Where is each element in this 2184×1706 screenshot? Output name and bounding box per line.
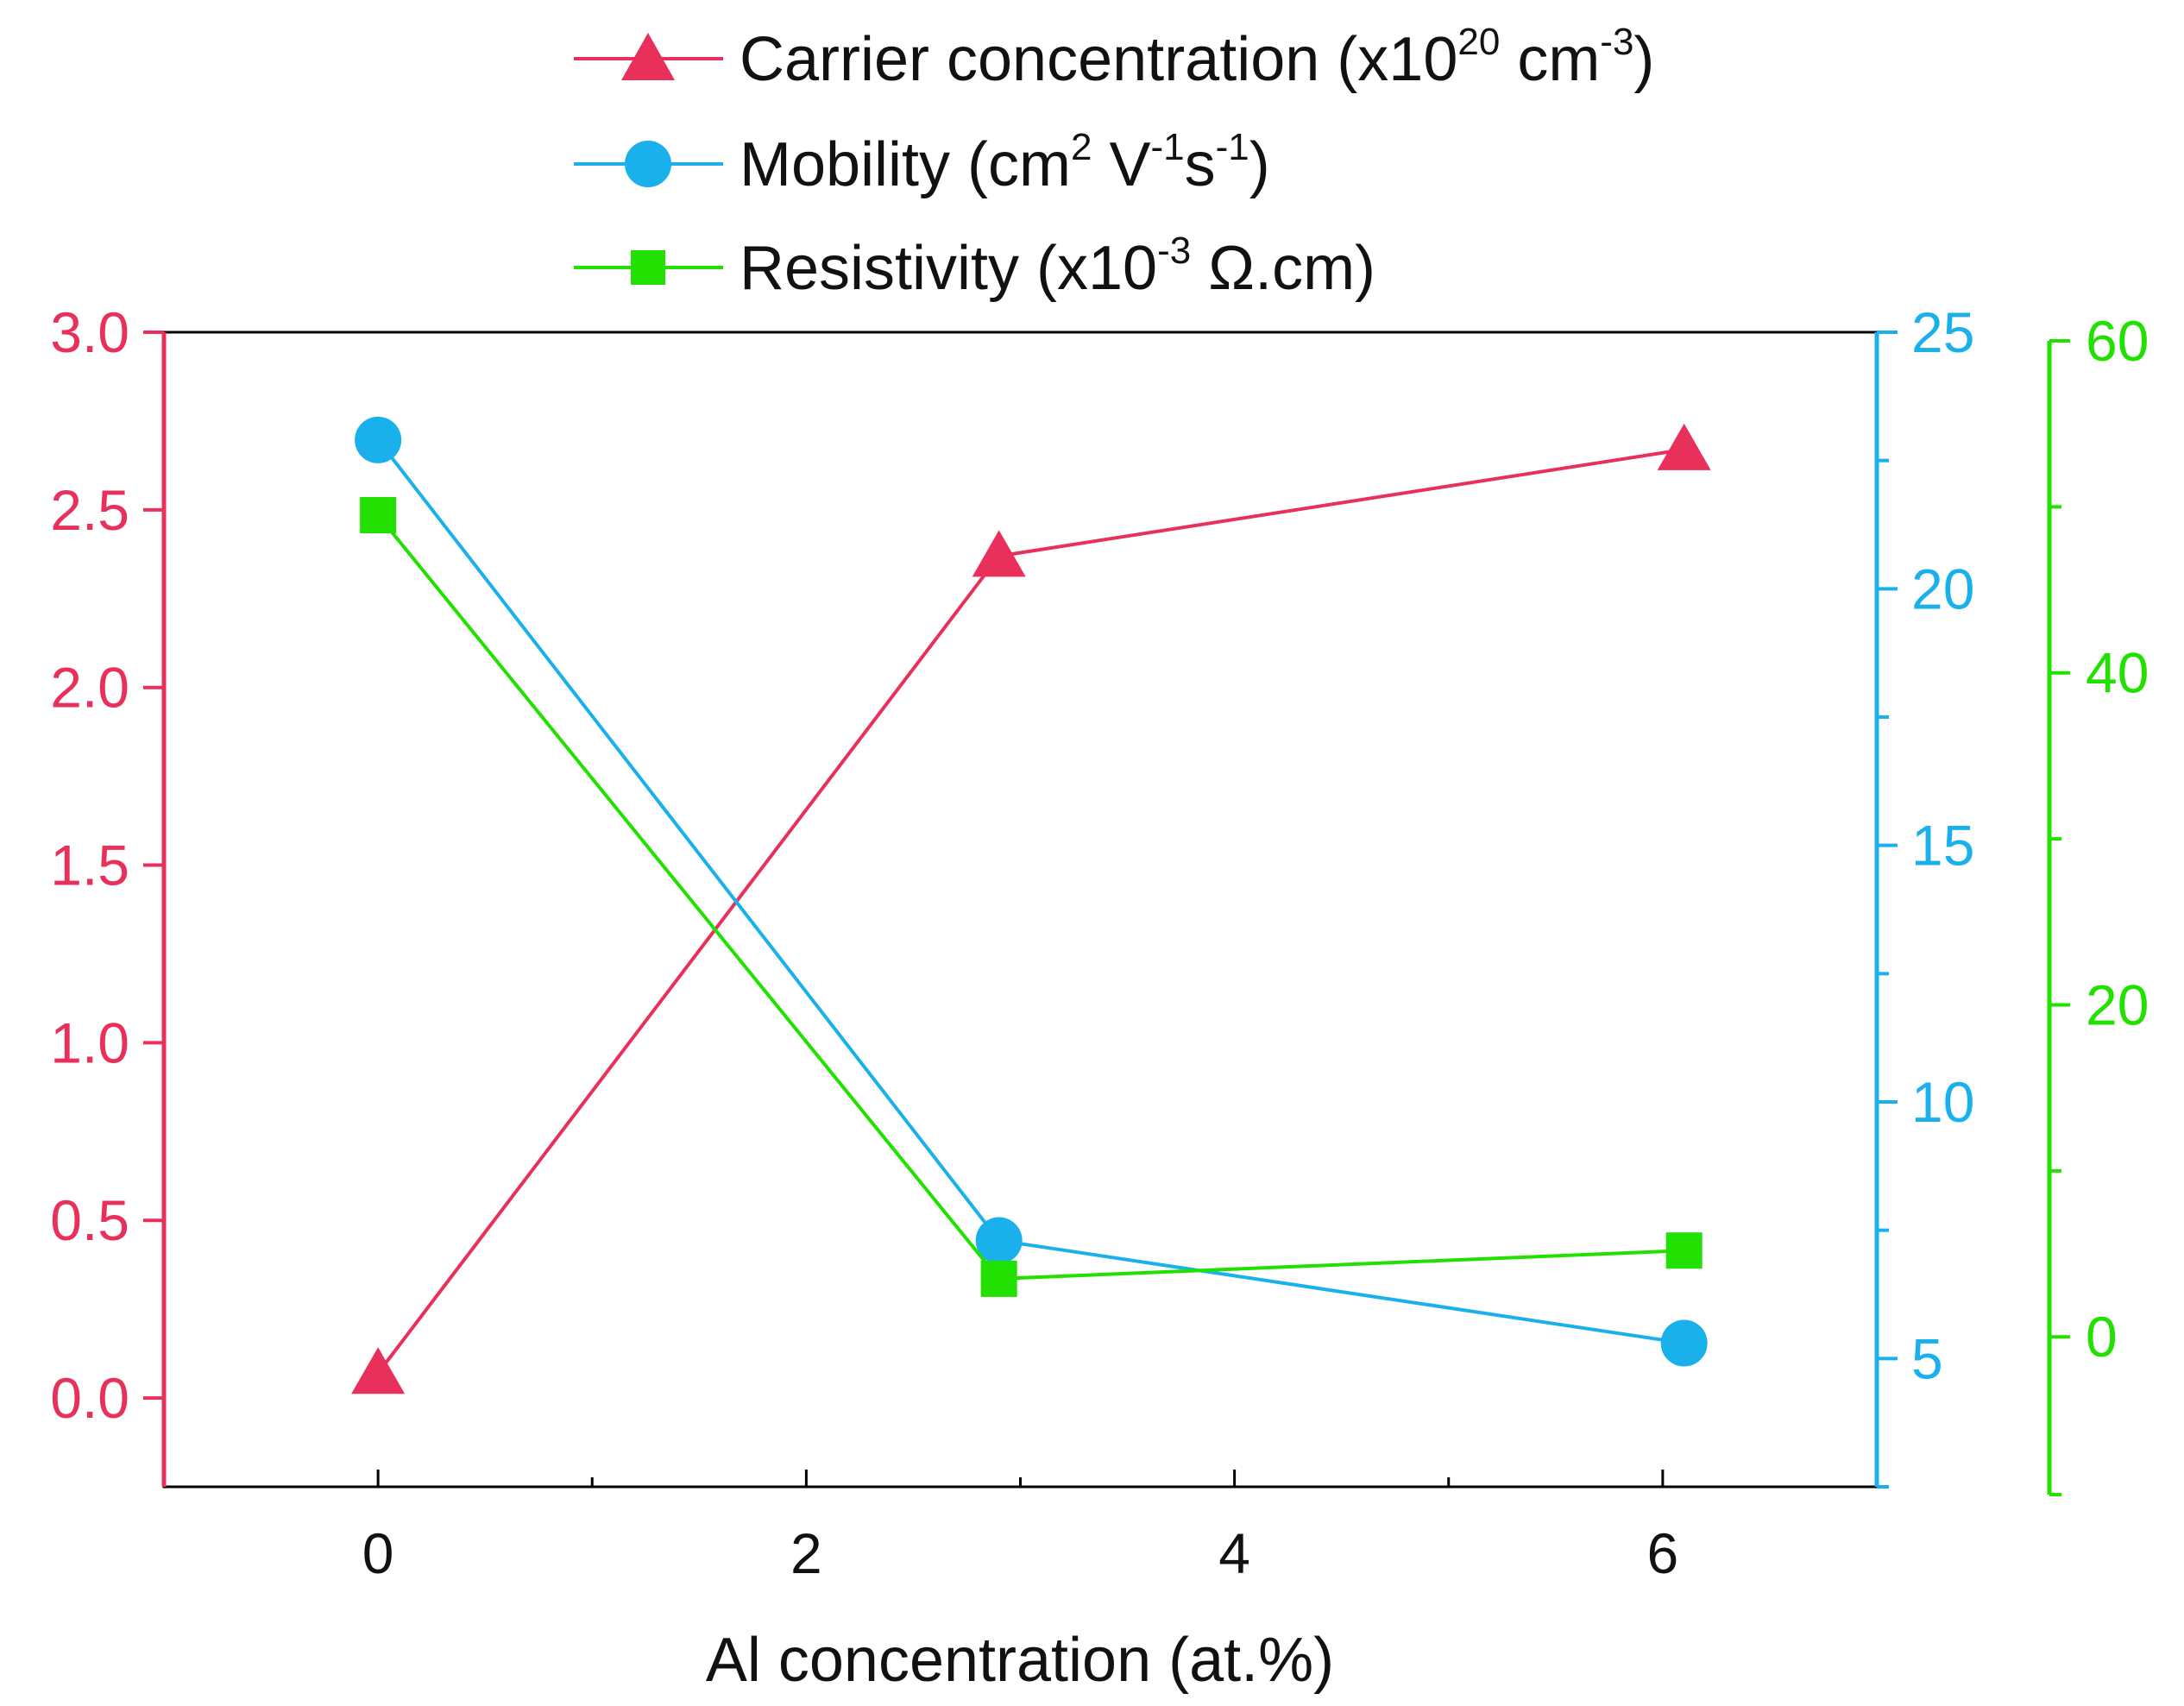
series-line-mobility xyxy=(376,438,1684,1345)
point-resistivity-1 xyxy=(980,1260,1017,1297)
legend-label-mobility: Mobility (cm2 V-1s-1) xyxy=(740,126,1270,199)
offset-tick-label: 60 xyxy=(2086,309,2149,373)
x-tick-label-6: 6 xyxy=(1647,1521,1679,1585)
x-tick-label-4: 4 xyxy=(1218,1521,1250,1585)
legend: Carrier concentration (x1020 cm-3) Mobil… xyxy=(574,21,1654,303)
left-tick-label: 0.0 xyxy=(50,1366,129,1430)
series-line-carrier xyxy=(376,447,1684,1375)
point-mobility-0 xyxy=(355,416,402,463)
left-axis-ticks: 0.0 0.5 1.0 1.5 2.0 2.5 3.0 xyxy=(50,300,164,1430)
point-resistivity-2 xyxy=(1665,1232,1703,1269)
legend-marker-mobility xyxy=(625,141,671,187)
series-group xyxy=(351,416,1711,1394)
point-mobility-2 xyxy=(1660,1319,1708,1367)
x-axis-title: Al concentration (at.%) xyxy=(706,1626,1334,1695)
left-tick-label: 2.5 xyxy=(50,478,129,542)
offset-tick-label: 20 xyxy=(2086,973,2149,1036)
legend-label-carrier: Carrier concentration (x1020 cm-3) xyxy=(740,21,1654,94)
offset-tick-label: 0 xyxy=(2086,1305,2118,1369)
point-resistivity-0 xyxy=(360,496,397,533)
legend-item-carrier: Carrier concentration (x1020 cm-3) xyxy=(574,21,1654,94)
right-axis-ticks: 5 10 15 20 25 xyxy=(1877,300,1974,1489)
right-tick-label: 5 xyxy=(1911,1326,1943,1390)
legend-marker-carrier xyxy=(621,33,675,80)
right-tick-label: 20 xyxy=(1911,557,1974,620)
offset-axis-ticks: 0 20 40 60 xyxy=(2049,309,2149,1496)
left-tick-label: 3.0 xyxy=(50,300,129,364)
legend-marker-resistivity xyxy=(631,250,665,285)
x-axis-ticks: 0 2 4 6 xyxy=(362,1470,1678,1585)
x-tick-label-2: 2 xyxy=(790,1521,822,1585)
left-tick-label: 2.0 xyxy=(50,656,129,720)
x-tick-label-0: 0 xyxy=(362,1521,394,1585)
legend-item-mobility: Mobility (cm2 V-1s-1) xyxy=(574,126,1270,199)
right-tick-label: 15 xyxy=(1911,814,1974,878)
right-tick-label: 25 xyxy=(1911,300,1974,364)
legend-item-resistivity: Resistivity (x10-3 Ω.cm) xyxy=(574,230,1375,303)
right-tick-label: 10 xyxy=(1911,1070,1974,1134)
left-tick-label: 1.5 xyxy=(50,834,129,897)
left-tick-label: 1.0 xyxy=(50,1010,129,1074)
legend-label-resistivity: Resistivity (x10-3 Ω.cm) xyxy=(740,230,1375,303)
point-mobility-1 xyxy=(975,1217,1023,1264)
point-carrier-1 xyxy=(972,530,1026,577)
left-tick-label: 0.5 xyxy=(50,1188,129,1252)
point-carrier-2 xyxy=(1657,423,1711,470)
point-carrier-0 xyxy=(351,1347,406,1394)
offset-tick-label: 40 xyxy=(2086,641,2149,705)
series-line-resistivity xyxy=(376,513,1684,1281)
plot-frame xyxy=(162,330,1879,1489)
